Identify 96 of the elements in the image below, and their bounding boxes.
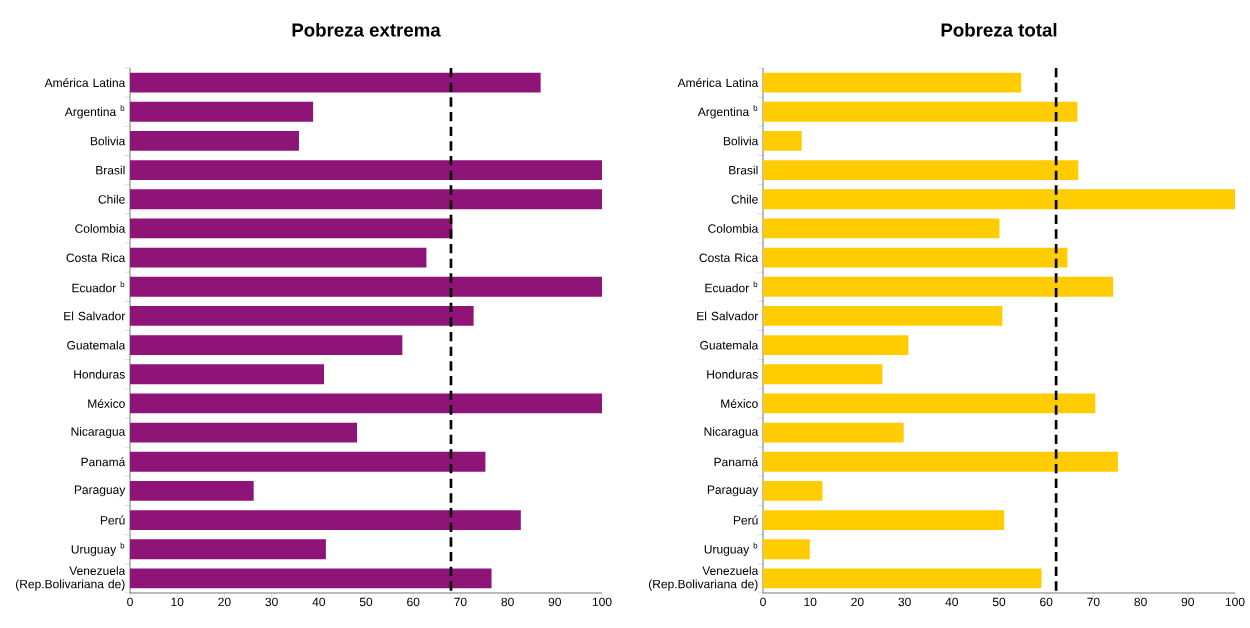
x-tick-label: 50 — [992, 597, 1006, 607]
x-tick-label: 70 — [1087, 597, 1100, 607]
y-tick-label: Guatemala — [67, 340, 126, 350]
bar — [763, 72, 1022, 93]
x-tick-label: 90 — [1181, 597, 1195, 607]
x-tick-label: 60 — [1040, 597, 1053, 607]
bar — [130, 480, 254, 501]
bar — [763, 160, 1079, 180]
x-tick-label: 0 — [760, 597, 766, 607]
x-tick-label: 90 — [548, 597, 562, 607]
y-tick-label: Brasil — [96, 165, 125, 175]
bar — [130, 218, 453, 239]
bar — [130, 393, 602, 414]
x-tick-label: 60 — [407, 597, 420, 607]
bar — [763, 393, 1096, 414]
y-tick-label: Bolivia — [723, 136, 759, 146]
y-tick-label: Perú — [733, 515, 758, 525]
y-tick-label: Venezuela (Rep.Bolivariana de) — [16, 566, 126, 591]
bar — [130, 189, 602, 210]
y-tick-label: El Salvador — [697, 311, 759, 321]
bar — [763, 451, 1118, 472]
y-tick-label: Venezuela (Rep.Bolivariana de) — [648, 566, 759, 591]
bar — [763, 306, 1003, 326]
bar — [130, 335, 403, 355]
bar — [763, 218, 1000, 239]
bar — [130, 568, 492, 589]
y-tick-label: Panamá — [714, 457, 759, 467]
bar — [763, 422, 904, 443]
bar — [130, 364, 324, 385]
bar — [763, 101, 1078, 122]
bar — [130, 247, 427, 268]
x-tick-label: 100 — [592, 597, 612, 607]
bar — [763, 189, 1235, 210]
bar — [763, 131, 802, 151]
bar — [763, 335, 909, 355]
bar — [763, 480, 823, 501]
bar — [130, 510, 521, 530]
x-tick-label: 10 — [804, 597, 817, 607]
y-tick-label: Costa Rica — [699, 253, 759, 262]
y-tick-label: Honduras — [707, 369, 758, 379]
bar — [763, 568, 1042, 589]
y-tick-label: Nicaragua — [704, 426, 759, 439]
y-tick-label: Uruguay $^{b}$ — [704, 542, 758, 556]
bar — [130, 131, 299, 151]
x-tick-label: 80 — [1134, 597, 1147, 607]
y-tick-label: Paraguay — [707, 485, 759, 497]
x-tick-label: 30 — [265, 597, 278, 607]
bar — [763, 247, 1068, 268]
x-tick-label: 20 — [218, 597, 231, 607]
y-tick-label: Guatemala — [700, 340, 759, 350]
y-tick-label: Bolivia — [90, 136, 126, 146]
x-tick-label: 70 — [454, 597, 467, 607]
chart-title: Pobreza total — [941, 22, 1057, 37]
bar — [763, 510, 1005, 530]
x-tick-label: 20 — [851, 597, 864, 607]
x-tick-label: 80 — [501, 597, 514, 607]
bar — [130, 276, 602, 297]
bar — [130, 72, 541, 93]
bar — [130, 539, 326, 560]
bar — [763, 364, 883, 385]
bar — [130, 160, 602, 180]
x-tick-label: 100 — [1225, 597, 1245, 607]
y-tick-label: Colombia — [75, 224, 126, 233]
x-tick-label: 40 — [312, 597, 326, 607]
y-tick-label: Argentina $^{b}$ — [697, 105, 758, 119]
y-tick-label: América Latina — [677, 78, 759, 88]
y-tick-label: Paraguay — [74, 485, 126, 497]
y-tick-label: Panamá — [81, 457, 126, 467]
y-tick-label: México — [88, 398, 125, 408]
x-tick-label: 10 — [171, 597, 184, 607]
bar — [130, 306, 474, 326]
y-tick-label: Honduras — [74, 369, 125, 379]
bar — [130, 451, 486, 472]
bar — [763, 276, 1114, 297]
x-tick-label: 30 — [898, 597, 911, 607]
x-tick-label: 50 — [359, 597, 373, 607]
y-tick-label: El Salvador — [64, 311, 126, 321]
y-tick-label: Argentina $^{b}$ — [64, 105, 125, 119]
y-tick-label: América Latina — [44, 78, 126, 88]
y-tick-label: Perú — [100, 515, 125, 525]
bar — [130, 422, 358, 443]
y-tick-label: Nicaragua — [71, 426, 126, 439]
bar — [130, 101, 314, 122]
y-tick-label: Ecuador $^{b}$ — [72, 281, 125, 293]
y-tick-label: México — [721, 398, 758, 408]
y-tick-label: Costa Rica — [66, 253, 126, 262]
chart-title: Pobreza extrema — [292, 22, 441, 37]
x-tick-label: 0 — [127, 597, 133, 607]
y-tick-label: Chile — [731, 194, 758, 204]
y-tick-label: Brasil — [729, 165, 758, 175]
y-tick-label: Uruguay $^{b}$ — [71, 542, 125, 556]
y-tick-label: Colombia — [708, 224, 759, 233]
bar — [763, 539, 810, 560]
y-tick-label: Ecuador $^{b}$ — [705, 281, 758, 293]
x-tick-label: 40 — [945, 597, 959, 607]
y-tick-label: Chile — [98, 194, 125, 204]
